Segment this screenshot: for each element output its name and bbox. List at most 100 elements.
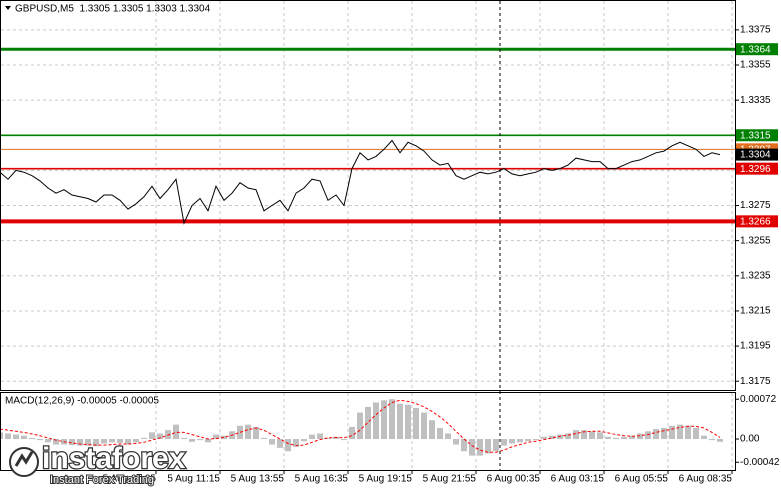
macd-bar: [405, 404, 411, 440]
macd-bar: [357, 412, 363, 440]
macd-bar: [629, 435, 635, 440]
macd-bar: [621, 436, 627, 440]
macd-bar: [701, 435, 707, 440]
macd-bar: [709, 439, 715, 441]
macd-bar: [517, 439, 523, 443]
macd-bar: [5, 433, 11, 440]
macd-bar: [509, 439, 515, 444]
macd-bar: [373, 402, 379, 440]
macd-bar: [261, 437, 267, 440]
macd-bar: [477, 439, 483, 456]
level-label-box: [736, 162, 778, 175]
macd-bar: [285, 439, 291, 452]
x-tick-label: 5 Aug 08:35: [103, 474, 157, 485]
macd-bar: [93, 439, 99, 447]
x-tick-label: 5 Aug 11:15: [167, 474, 220, 485]
macd-bar: [429, 420, 435, 440]
y-tick-label: -0.00042: [740, 457, 780, 468]
signal-line: [0, 399, 721, 453]
level-label: 1.3364: [740, 44, 771, 55]
macd-bar: [365, 406, 371, 440]
macd-bar: [245, 424, 251, 440]
macd-bar: [685, 425, 691, 440]
last-price-label: 1.3304: [740, 150, 771, 161]
x-tick-label: 6 Aug 03:15: [551, 474, 605, 485]
macd-bar: [133, 439, 139, 443]
y-tick-label: 0.00072: [740, 394, 777, 405]
macd-bar: [645, 431, 651, 440]
macd-bar: [77, 439, 83, 446]
y-tick-label: 1.3215: [740, 306, 771, 317]
macd-bar: [533, 439, 539, 441]
macd-bar: [69, 439, 75, 446]
y-tick-label: 1.3375: [740, 25, 771, 36]
macd-title: MACD(12,26,9) -0.00005 -0.00005: [5, 396, 159, 407]
x-tick-label: 5 Aug 16:35: [295, 474, 349, 485]
macd-bar: [53, 439, 59, 445]
macd-bar: [21, 435, 27, 440]
macd-bar: [717, 439, 723, 442]
macd-bar: [173, 424, 179, 440]
macd-bar: [213, 434, 219, 440]
logo-icon: [9, 447, 39, 477]
tagline: Instant Forex Trading: [50, 474, 154, 486]
macd-bar: [445, 433, 451, 440]
logo-mark: [14, 451, 34, 467]
y-tick-label: 1.3335: [740, 95, 771, 106]
macd-bar: [653, 429, 659, 440]
macd-bar: [605, 436, 611, 440]
y-tick-label: 1.3235: [740, 270, 771, 281]
macd-bar: [589, 431, 595, 440]
level-label-box: [736, 215, 778, 228]
macd-bar: [677, 424, 683, 440]
macd-bar: [581, 430, 587, 440]
macd-bar: [309, 434, 315, 440]
macd-bar: [549, 435, 555, 440]
macd-bar: [469, 439, 475, 456]
macd-bar: [341, 439, 347, 441]
macd-bar: [157, 433, 163, 440]
level-label-box: [736, 43, 778, 56]
macd-bar: [205, 439, 211, 443]
x-tick-label: 6 Aug 05:55: [615, 474, 669, 485]
y-tick-label: 1.3255: [740, 235, 771, 246]
macd-bar: [101, 439, 107, 444]
x-tick-label: 5 Aug 19:15: [359, 474, 413, 485]
y-tick-label: 1.3195: [740, 341, 771, 352]
level-label: 1.3296: [740, 164, 771, 175]
macd-bar: [29, 437, 35, 440]
macd-bar: [597, 432, 603, 440]
macd-bar: [109, 439, 115, 443]
macd-bar: [613, 437, 619, 440]
macd-bar: [269, 439, 275, 445]
macd-bar: [501, 439, 507, 446]
macd-bar: [237, 425, 243, 440]
macd-bar: [117, 439, 123, 443]
macd-bar: [565, 433, 571, 440]
brand: instaforex: [42, 442, 186, 475]
x-tick-label: 6 Aug 08:35: [679, 474, 733, 485]
x-tick-label: 5 Aug 13:55: [231, 474, 285, 485]
macd-bar: [149, 432, 155, 440]
y-tick-label: 1.3355: [740, 60, 771, 71]
macd-bar: [197, 439, 203, 441]
macd-bar: [453, 439, 459, 445]
price-line: [0, 139, 721, 225]
x-tick-label: 6 Aug 00:35: [487, 474, 541, 485]
macd-bar: [293, 439, 299, 447]
macd-bar: [37, 439, 43, 441]
level-label: 1.3315: [740, 130, 771, 141]
macd-bar: [413, 408, 419, 440]
macd-bar: [189, 439, 195, 442]
macd-bar: [0, 432, 3, 440]
macd-bar: [389, 399, 395, 440]
level-label-box: [736, 129, 778, 142]
main-title: GBPUSD,M5 1.3305 1.3305 1.3303 1.3304: [15, 4, 211, 15]
last-price-box: [736, 148, 778, 161]
macd-bar: [541, 436, 547, 440]
macd-bar: [325, 437, 331, 440]
macd-bar: [301, 439, 307, 442]
